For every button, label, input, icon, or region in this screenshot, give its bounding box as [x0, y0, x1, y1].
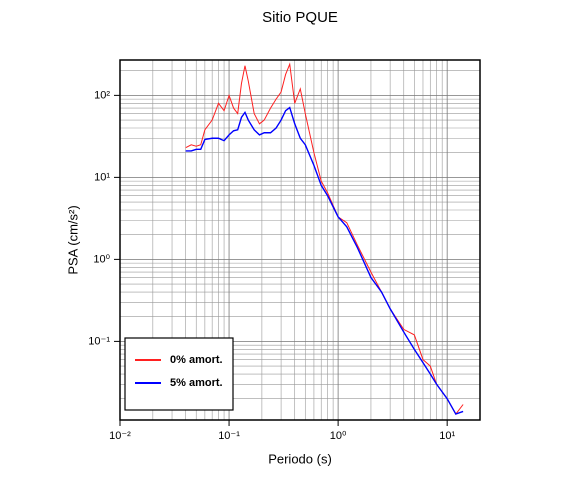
data-line	[185, 106, 464, 415]
y-tick-label: 10⁰	[93, 253, 110, 265]
y-tick-label: 10¹	[94, 171, 110, 183]
legend-label: 5% amort.	[170, 377, 223, 389]
chart-title: Sitio PQUE	[262, 9, 338, 26]
legend-box	[124, 337, 234, 411]
x-axis-label: Periodo (s)	[268, 451, 332, 466]
x-tick-label: 10⁻²	[109, 430, 131, 442]
y-axis-label: PSA (cm/s²)	[65, 205, 80, 274]
legend-label: 0% amort.	[170, 354, 223, 366]
x-tick-label: 10¹	[439, 430, 455, 442]
plot-frame	[119, 59, 481, 421]
y-tick-label: 10⁻¹	[88, 335, 110, 347]
x-tick-label: 10⁻¹	[218, 430, 240, 442]
y-tick-label: 10²	[94, 89, 110, 101]
data-line	[185, 62, 464, 415]
x-tick-label: 10⁰	[330, 430, 347, 442]
